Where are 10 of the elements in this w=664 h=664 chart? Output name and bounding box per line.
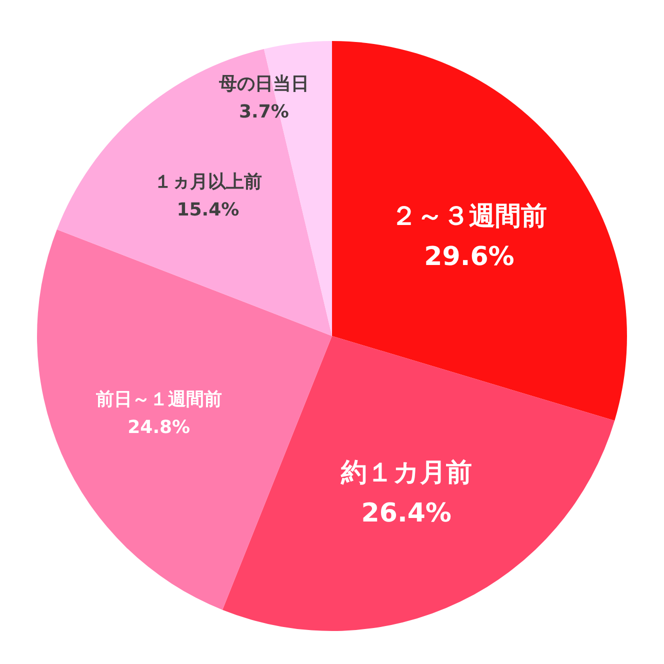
- data-label: 24.8%: [128, 416, 190, 438]
- slice-label: ２～３週間前: [391, 202, 548, 232]
- slice-label: １ヵ月以上前: [154, 171, 262, 192]
- data-label: 29.6%: [424, 242, 514, 272]
- data-label: 26.4%: [361, 498, 452, 528]
- slice-label: 前日～１週間前: [94, 389, 222, 410]
- slice-label: 約１カ月前: [340, 458, 472, 488]
- slice-label: 母の日当日: [218, 73, 309, 94]
- data-label: 3.7%: [238, 101, 289, 122]
- data-label: 15.4%: [176, 199, 240, 220]
